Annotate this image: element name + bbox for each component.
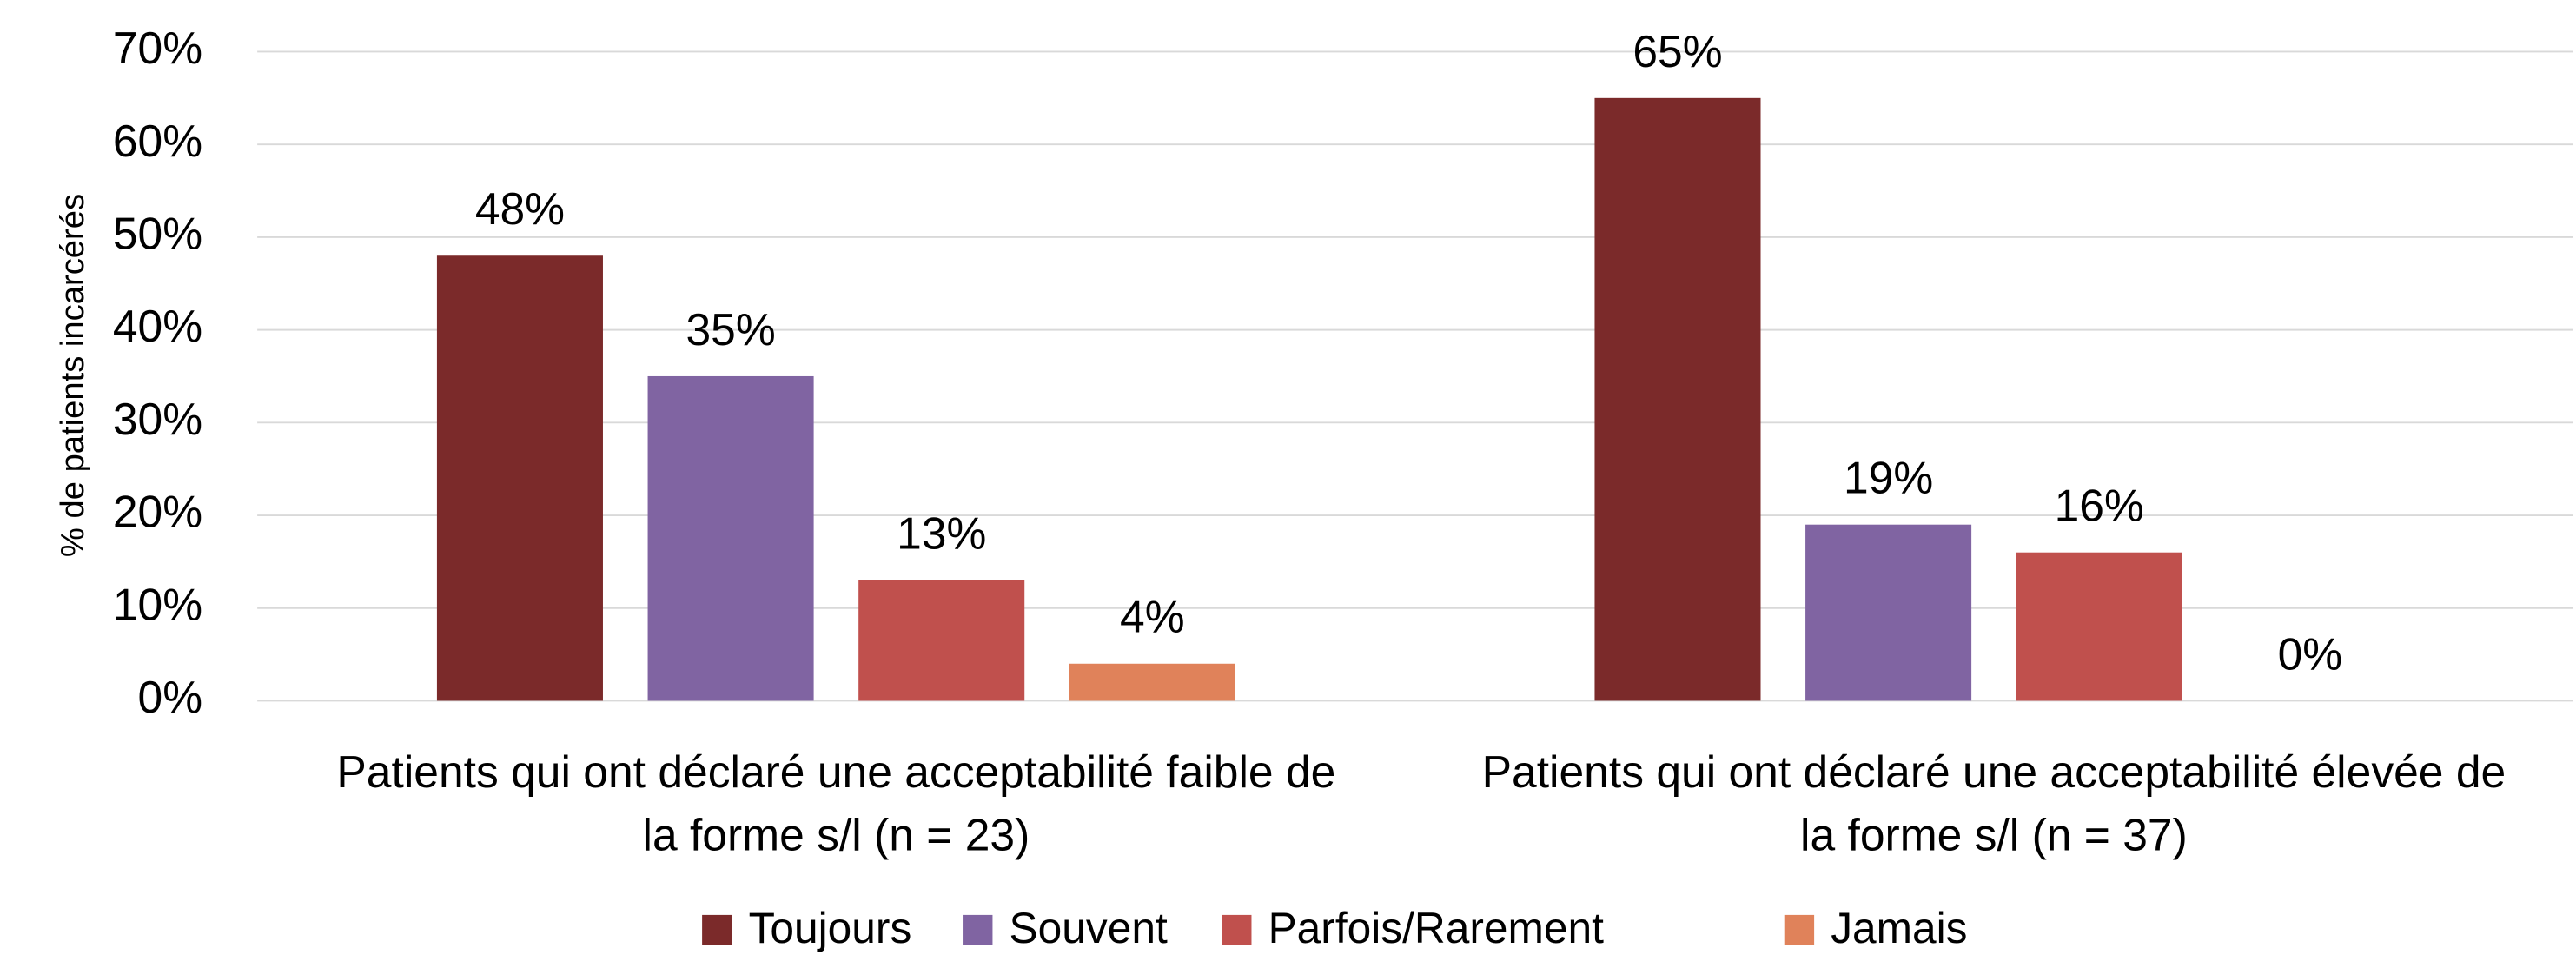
- data-label: 0%: [2278, 628, 2343, 679]
- bar: [2016, 552, 2182, 701]
- x-tick-label: Patients qui ont déclaré une acceptabili…: [1481, 746, 2506, 860]
- data-label: 4%: [1120, 592, 1185, 642]
- bar: [1594, 97, 1761, 701]
- y-tick-label: 50%: [113, 209, 202, 259]
- data-label: 13%: [897, 508, 986, 559]
- bar: [1805, 524, 1972, 701]
- data-label: 19%: [1844, 453, 1933, 503]
- data-label: 65%: [1632, 26, 1722, 76]
- y-tick-label: 70%: [113, 23, 202, 73]
- bar: [647, 375, 814, 701]
- y-tick-label: 60%: [113, 116, 202, 166]
- x-tick-label-box: Patients qui ont déclaré une acceptabili…: [1481, 746, 2506, 860]
- y-tick-label: 40%: [113, 301, 202, 351]
- bar: [436, 255, 603, 701]
- legend-swatch: [963, 914, 993, 945]
- data-label: 48%: [475, 183, 565, 234]
- y-tick-label: 0%: [138, 672, 203, 722]
- legend-label: Toujours: [749, 904, 912, 952]
- data-label: 35%: [685, 304, 775, 355]
- legend-label: Jamais: [1831, 904, 1967, 952]
- legend-swatch: [1784, 914, 1815, 945]
- y-tick-label: 10%: [113, 579, 202, 629]
- legend-swatch: [1222, 914, 1252, 945]
- x-tick-label-box: Patients qui ont déclaré une acceptabili…: [336, 746, 1336, 860]
- y-tick-label: 20%: [113, 487, 202, 537]
- data-label: 16%: [2055, 481, 2144, 531]
- bar: [1069, 663, 1235, 701]
- bar: [858, 580, 1025, 701]
- y-tick-label: 30%: [113, 394, 202, 444]
- legend-label: Souvent: [1010, 904, 1168, 952]
- x-tick-label: Patients qui ont déclaré une acceptabili…: [336, 746, 1336, 860]
- legend-swatch: [702, 914, 732, 945]
- legend-label: Parfois/Rarement: [1268, 904, 1605, 952]
- y-axis-title: % de patients incarcérés: [54, 194, 91, 557]
